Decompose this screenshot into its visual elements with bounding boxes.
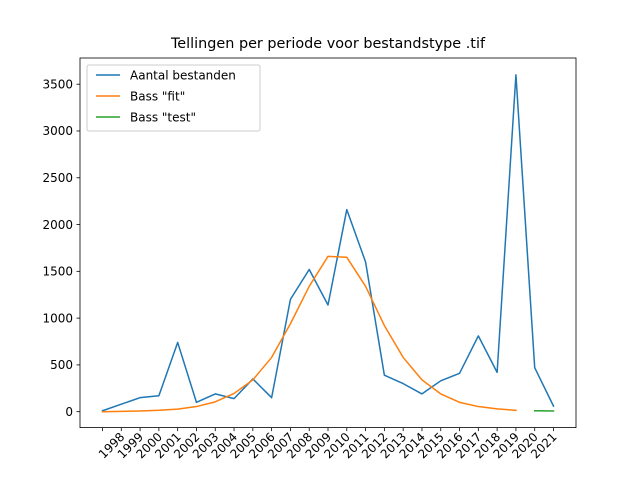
y-tick-label: 2500 [42,171,73,185]
series-line-1 [101,74,555,412]
y-tick-label: 500 [50,358,73,372]
chart-title: Tellingen per periode voor bestandstype … [170,36,486,52]
y-axis-ticks: 0 500 1000 1500 2000 2500 3000 3500 [42,77,80,419]
y-tick-label: 1500 [42,265,73,279]
y-tick-label: 3000 [42,124,73,138]
plot-frame [79,57,577,429]
y-tick-label: 2000 [42,218,73,232]
legend-label: Aantal bestanden [130,68,236,82]
plot-lines [101,74,555,413]
y-tick-label: 0 [65,405,73,419]
legend: Aantal bestanden Bass "fit" Bass "test" [86,64,261,132]
y-tick-label: 1000 [42,311,73,325]
legend-frame [86,64,261,132]
legend-label: Bass "test" [130,110,196,124]
legend-label: Bass "fit" [130,89,185,103]
series-line-2 [101,255,517,413]
y-tick-label: 3500 [42,77,73,91]
